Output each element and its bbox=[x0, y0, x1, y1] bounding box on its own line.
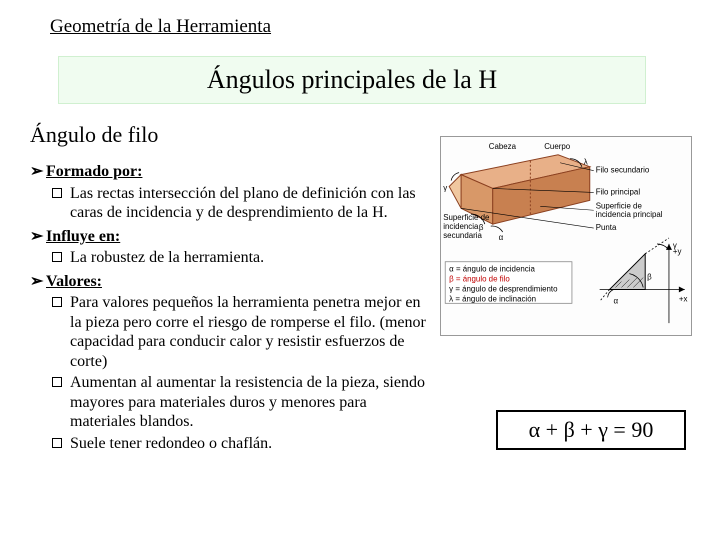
alpha-angle-icon: α bbox=[491, 226, 504, 242]
section-label: Influye en: bbox=[46, 228, 120, 245]
item-text: Las rectas intersección del plano de def… bbox=[70, 184, 430, 223]
legend-beta: β = ángulo de filo bbox=[449, 275, 510, 284]
svg-text:α = ángulo de incidencia: α = ángulo de incidencia bbox=[449, 265, 535, 274]
list-item: La robustez de la herramienta. bbox=[30, 248, 430, 268]
section-label: Valores: bbox=[46, 273, 102, 290]
list-item: Suele tener redondeo o chaflán. bbox=[30, 434, 430, 454]
arrow-icon: ➢ bbox=[30, 162, 46, 182]
svg-text:+y: +y bbox=[673, 247, 682, 256]
breadcrumb: Geometría de la Herramienta bbox=[50, 16, 271, 38]
formula-text: α + β + γ = 90 bbox=[529, 417, 654, 443]
list-item: Las rectas intersección del plano de def… bbox=[30, 184, 430, 223]
item-text: Aumentan al aumentar la resistencia de l… bbox=[70, 373, 430, 432]
list-item: Para valores pequeños la herramienta pen… bbox=[30, 293, 430, 371]
label-sup-inc-princ: Superficie de incidencia principal bbox=[596, 201, 663, 219]
svg-text:α: α bbox=[614, 296, 619, 305]
section-view-icon: γ β α +x +y bbox=[600, 238, 688, 323]
svg-text:β: β bbox=[647, 273, 652, 282]
label-sup-inc-sec: Superficie de incidencia secundaria bbox=[443, 213, 491, 240]
item-text: Suele tener redondeo o chaflán. bbox=[70, 434, 430, 454]
svg-text:γ = ángulo de desprendimiento: γ = ángulo de desprendimiento bbox=[449, 284, 558, 293]
page-title: Ángulos principales de la H bbox=[207, 65, 497, 95]
section-head: ➢Valores: bbox=[30, 272, 430, 292]
label-punta: Punta bbox=[596, 223, 617, 232]
list-item: Aumentan al aumentar la resistencia de l… bbox=[30, 373, 430, 432]
content-body: ➢Formado por: Las rectas intersección de… bbox=[30, 158, 430, 453]
formula-box: α + β + γ = 90 bbox=[496, 410, 686, 450]
section-head: ➢Formado por: bbox=[30, 162, 430, 182]
label-cuerpo: Cuerpo bbox=[544, 142, 571, 151]
label-cabeza: Cabeza bbox=[489, 142, 517, 151]
section-formado: ➢Formado por: Las rectas intersección de… bbox=[30, 162, 430, 223]
arrow-icon: ➢ bbox=[30, 227, 46, 247]
label-filo-princ: Filo principal bbox=[596, 187, 641, 196]
square-icon bbox=[52, 438, 62, 448]
svg-text:λ: λ bbox=[584, 158, 588, 167]
svg-text:λ = ángulo de inclinación: λ = ángulo de inclinación bbox=[449, 294, 536, 303]
item-text: La robustez de la herramienta. bbox=[70, 248, 430, 268]
title-banner: Ángulos principales de la H bbox=[58, 56, 646, 104]
square-icon bbox=[52, 252, 62, 262]
tool-geometry-diagram: λ γ β α Cabeza Cuerpo Filo secundario Fi… bbox=[440, 136, 692, 336]
subtitle: Ángulo de filo bbox=[30, 122, 158, 148]
svg-text:α: α bbox=[499, 233, 504, 242]
section-influye: ➢Influye en: La robustez de la herramien… bbox=[30, 227, 430, 268]
arrow-icon: ➢ bbox=[30, 272, 46, 292]
section-head: ➢Influye en: bbox=[30, 227, 430, 247]
section-valores: ➢Valores: Para valores pequeños la herra… bbox=[30, 272, 430, 454]
legend-box: α = ángulo de incidencia β = ángulo de f… bbox=[445, 262, 572, 304]
section-label: Formado por: bbox=[46, 163, 142, 180]
square-icon bbox=[52, 297, 62, 307]
svg-text:γ: γ bbox=[443, 183, 447, 192]
square-icon bbox=[52, 188, 62, 198]
svg-text:+x: +x bbox=[679, 294, 688, 303]
square-icon bbox=[52, 377, 62, 387]
label-filo-sec: Filo secundario bbox=[596, 166, 650, 175]
item-text: Para valores pequeños la herramienta pen… bbox=[70, 293, 430, 371]
